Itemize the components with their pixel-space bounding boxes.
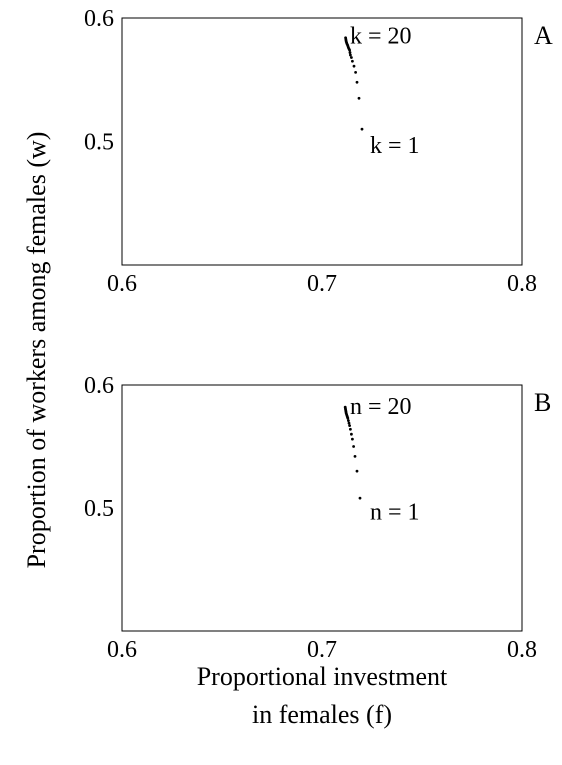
panel-b-frame	[121, 384, 523, 632]
x-axis-label-line-2: in females (f)	[251, 700, 393, 729]
panel-b-data-point	[349, 427, 352, 431]
panel-a-data-point	[348, 51, 352, 54]
panel-b-data-point	[348, 424, 351, 427]
panel-b-data-point	[351, 437, 354, 441]
panel-a-data-point	[360, 127, 364, 131]
panel-a-data-point	[344, 36, 347, 40]
panel-a-annotation: k = 1	[370, 133, 420, 159]
panel-a-y-tick-label: 0.6	[84, 6, 114, 32]
panel-b-y-tick-label: 0.6	[84, 373, 114, 399]
panel-b-data-point	[355, 469, 359, 473]
panel-a-x-tick-label: 0.7	[307, 271, 337, 297]
panel-a-label: A	[534, 21, 553, 50]
panel-b-data-point	[347, 421, 351, 425]
panel-a-data-point	[351, 59, 354, 63]
panel-b-x-tick-label: 0.8	[507, 637, 537, 663]
panel-b-data-point	[353, 454, 357, 458]
panel-b-data-point	[350, 432, 353, 436]
panel-a-x-tick-label: 0.6	[107, 271, 137, 297]
panel-a-data-point	[357, 96, 361, 100]
panel-b-data-point	[343, 405, 347, 409]
y-axis-label-container: Proportion of workers among females (w)	[0, 0, 60, 765]
panel-a-y-tick-label: 0.5	[84, 130, 114, 156]
y-axis-label: Proportion of workers among females (w)	[22, 131, 51, 569]
panel-b-y-tick-label: 0.5	[84, 496, 114, 522]
panel-b-annotation: n = 1	[370, 500, 420, 526]
panel-a-data-point	[352, 64, 356, 68]
panel-b-data-point	[358, 496, 362, 500]
panel-a-data-point	[355, 80, 359, 84]
panel-b-annotation: n = 20	[350, 394, 412, 420]
panel-a-annotation: k = 20	[350, 23, 412, 49]
panel-a-data-point	[350, 56, 353, 59]
x-axis-label-line-1: Proportional investment	[196, 662, 448, 691]
panel-a-data-point	[349, 53, 352, 57]
panel-b-data-point	[352, 445, 355, 448]
panel-b-x-tick-label: 0.6	[107, 637, 137, 663]
panel-b-x-tick-label: 0.7	[307, 637, 337, 663]
panel-a-frame	[121, 17, 523, 266]
panel-b-data-point	[347, 419, 350, 423]
panel-b-label: B	[534, 388, 551, 417]
panel-a-data-point	[354, 70, 357, 74]
panel-a-x-tick-label: 0.8	[507, 271, 537, 297]
